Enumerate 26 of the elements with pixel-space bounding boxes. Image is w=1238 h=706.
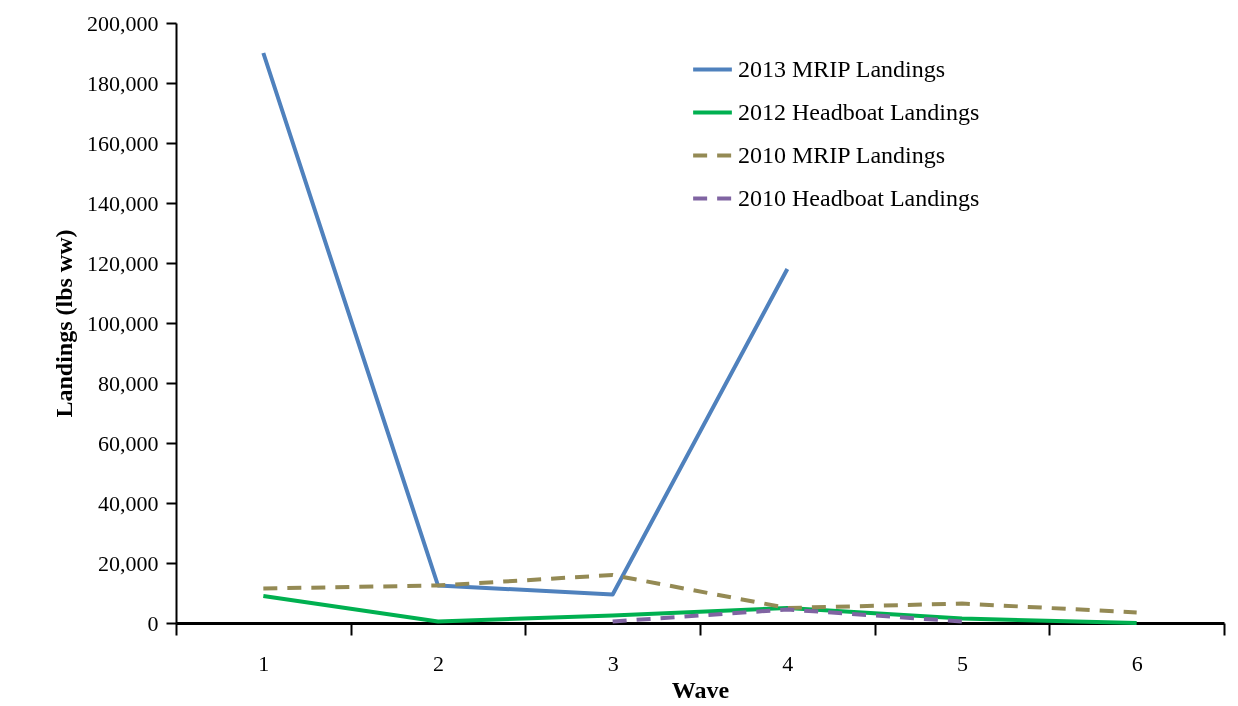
legend-label: 2010 Headboat Landings	[738, 184, 980, 211]
x-tick-label: 3	[607, 650, 619, 676]
x-axis-title: Wave	[671, 676, 730, 703]
x-tick-label: 5	[957, 650, 968, 676]
x-tick-label: 6	[1131, 650, 1143, 676]
y-tick-label: 0	[147, 610, 159, 636]
y-tick-label: 140,000	[87, 190, 159, 216]
y-tick-label: 60,000	[98, 430, 159, 456]
y-tick-label: 80,000	[98, 370, 159, 396]
line-series	[261, 573, 1139, 615]
legend-label: 2012 Headboat Landings	[738, 98, 980, 125]
line-series	[261, 594, 1139, 625]
y-tick-label: 120,000	[87, 250, 159, 276]
x-tick-label: 4	[782, 650, 794, 676]
y-tick-label: 100,000	[87, 310, 159, 336]
line-series	[261, 51, 790, 597]
y-tick-label: 40,000	[98, 490, 159, 516]
y-tick-label: 20,000	[98, 550, 159, 576]
y-tick-label: 160,000	[87, 130, 159, 156]
y-tick-label: 200,000	[87, 10, 159, 36]
x-tick-label: 2	[433, 650, 444, 676]
x-tick-label: 1	[258, 650, 270, 676]
y-tick-label: 180,000	[87, 70, 159, 96]
y-axis-title: Landings (lbs ww)	[51, 229, 77, 418]
legend-label: 2010 MRIP Landings	[738, 141, 946, 168]
legend-label: 2013 MRIP Landings	[738, 55, 946, 82]
